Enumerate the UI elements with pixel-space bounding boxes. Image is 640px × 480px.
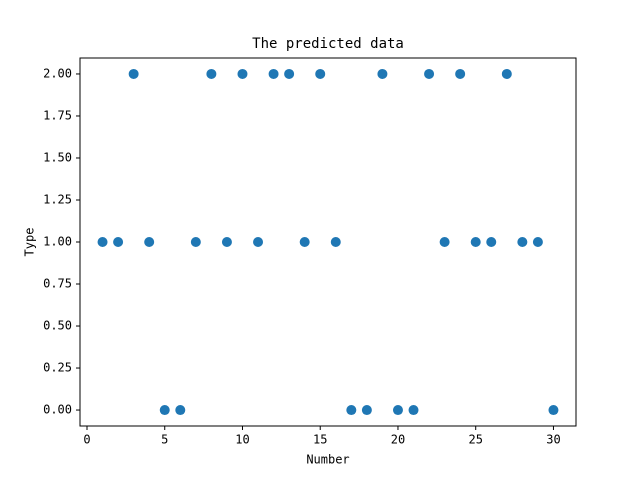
point [97,237,108,247]
x-tick-label: 30 [546,433,560,447]
y-tick-label: 1.50 [43,150,72,164]
point [175,405,186,416]
point [330,237,341,247]
x-axis-label: Number [306,453,349,467]
y-tick-label: 2.00 [43,66,72,80]
y-tick-label: 1.25 [43,192,72,206]
point [159,405,170,416]
x-tick-label: 15 [313,433,327,447]
point [113,237,124,247]
point [377,68,388,79]
point [392,405,403,416]
y-tick-label: 0.00 [43,403,72,417]
point [268,68,279,79]
point [439,237,450,247]
x-tick-label: 25 [468,433,482,447]
x-tick-label: 0 [83,433,90,447]
point [315,68,326,79]
point [221,237,232,247]
y-tick-label: 1.75 [43,108,72,122]
point [253,237,264,247]
point [284,68,295,79]
point [144,237,155,247]
point [346,405,357,416]
point [532,237,543,247]
y-tick-label: 1.00 [43,235,72,249]
point [237,68,248,79]
point [128,68,139,79]
point [408,405,419,416]
y-axis-label: Type [23,228,37,257]
y-tick-label: 0.50 [43,319,72,333]
point [424,68,435,79]
y-tick-label: 0.25 [43,361,72,375]
point [470,237,481,247]
point [190,237,201,247]
point [501,68,512,79]
point [455,68,466,79]
point [299,237,310,247]
point [548,405,559,416]
x-tick-label: 20 [391,433,405,447]
point [486,237,497,247]
point [206,68,217,79]
x-tick-label: 10 [235,433,249,447]
x-tick-label: 5 [161,433,168,447]
chart-title: The predicted data [252,36,404,52]
point [517,237,528,247]
y-tick-label: 0.75 [43,277,72,291]
point [361,405,372,416]
